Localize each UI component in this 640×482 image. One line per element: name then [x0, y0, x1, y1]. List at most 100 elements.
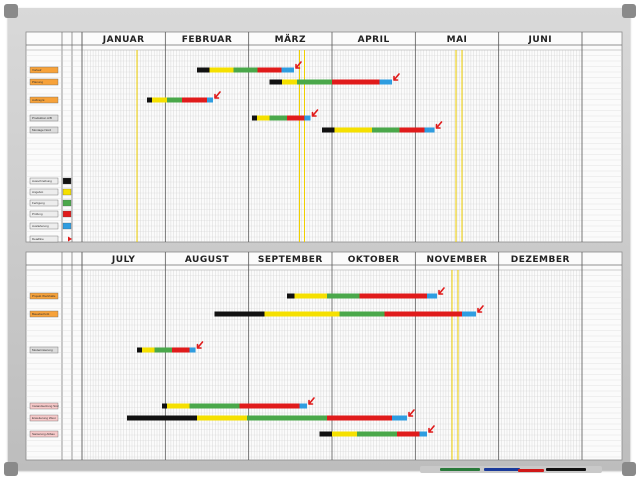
- task-bar-segment: [197, 415, 247, 421]
- task-bar-segment: [264, 311, 340, 317]
- task-bar-segment: [281, 67, 294, 73]
- task-bar-segment: [209, 67, 234, 73]
- row-label: Vorlauf: [32, 68, 42, 72]
- row-label: Planung: [32, 80, 43, 84]
- task-bar-segment: [197, 67, 210, 73]
- legend-swatch: [62, 177, 72, 185]
- task-bar-segment: [327, 293, 360, 299]
- task-bar-segment: [287, 115, 305, 121]
- task-bar-segment: [357, 431, 397, 437]
- task-bar-segment: [252, 115, 257, 121]
- row-label: Modernisierung: [32, 348, 53, 352]
- task-bar-segment: [379, 79, 392, 85]
- task-bar-segment: [189, 347, 196, 353]
- task-bar-segment: [384, 311, 462, 317]
- row-label-tag: [29, 78, 59, 86]
- task-bar-segment: [424, 127, 435, 133]
- task-bar-segment: [127, 415, 197, 421]
- task-bar-segment: [162, 403, 167, 409]
- whiteboard-marker[interactable]: [440, 468, 480, 471]
- task-bar-segment: [397, 431, 420, 437]
- task-bar-segment: [189, 403, 240, 409]
- month-label: FEBRUAR: [182, 35, 233, 45]
- task-bar-segment: [332, 79, 380, 85]
- row-label: Sanierung Altbau: [32, 432, 55, 436]
- task-bar-segment: [233, 67, 258, 73]
- task-bar-segment: [142, 347, 155, 353]
- legend-tag: [29, 210, 59, 218]
- row-label: Projekt Werkhalle: [32, 294, 56, 298]
- task-bar-segment: [319, 431, 332, 437]
- month-label: DEZEMBER: [511, 255, 570, 265]
- row-label-tag: [29, 430, 59, 438]
- task-bar-segment: [147, 97, 152, 103]
- row-label: Erweiterung West: [32, 416, 56, 420]
- row-label-tag: [29, 414, 59, 422]
- panel-1: [25, 31, 623, 243]
- row-label-tag: [29, 292, 59, 300]
- legend-label: Angebot: [32, 190, 43, 194]
- task-bar-segment: [167, 403, 190, 409]
- legend-swatch: [62, 210, 72, 218]
- month-label: SEPTEMBER: [258, 255, 323, 265]
- task-bar-segment: [257, 115, 270, 121]
- task-bar-segment: [214, 311, 265, 317]
- task-bar-segment: [372, 127, 400, 133]
- row-label: Bauabschnitt: [32, 312, 50, 316]
- deadline-arrow-icon: [408, 409, 415, 417]
- task-bar-segment: [239, 403, 300, 409]
- legend-tag: [29, 188, 59, 196]
- task-bar-segment: [207, 97, 213, 103]
- deadline-arrow-icon: [311, 109, 319, 117]
- task-bar-segment: [327, 415, 392, 421]
- task-bar-segment: [322, 127, 335, 133]
- deadline-arrow-icon: [196, 341, 204, 349]
- month-label: MAI: [447, 35, 468, 45]
- row-label-tag: [29, 66, 59, 74]
- task-bar-segment: [152, 97, 167, 103]
- legend-label: Ausschreibung: [32, 179, 52, 183]
- legend-label: Prüfung: [32, 212, 43, 216]
- task-bar-segment: [339, 311, 385, 317]
- row-label-tag: [29, 96, 59, 104]
- row-label-tag: [29, 126, 59, 134]
- month-label: OKTOBER: [348, 255, 400, 265]
- legend-label: Deadline: [32, 237, 44, 241]
- whiteboard-marker[interactable]: [518, 469, 544, 472]
- month-label: JUNI: [528, 35, 553, 45]
- legend-tag: [29, 235, 59, 243]
- task-bar-segment: [257, 67, 282, 73]
- frame-corner-top-right: [622, 4, 636, 18]
- whiteboard-marker[interactable]: [484, 468, 520, 471]
- task-bar-segment: [304, 115, 311, 121]
- frame-corner-top-left: [4, 4, 18, 18]
- frame-corner-bottom-left: [4, 462, 18, 476]
- frame-corner-bottom-right: [622, 462, 636, 476]
- task-bar-segment: [282, 79, 297, 85]
- row-label-tag: [29, 310, 59, 318]
- whiteboard-marker[interactable]: [546, 468, 586, 471]
- month-label: NOVEMBER: [427, 255, 488, 265]
- month-label: APRIL: [358, 35, 390, 45]
- task-bar-segment: [419, 431, 427, 437]
- task-bar-segment: [269, 115, 287, 121]
- row-label-tag: [29, 346, 59, 354]
- row-label-tag: [29, 114, 59, 122]
- month-label: JANUAR: [102, 35, 145, 45]
- legend-tag: [29, 177, 59, 185]
- row-label: Instandsetzung Süd: [32, 404, 59, 408]
- task-bar-segment: [269, 79, 282, 85]
- row-label: Montage Nord: [32, 128, 51, 132]
- legend-swatch: [62, 199, 72, 207]
- task-bar-segment: [182, 97, 207, 103]
- task-bar-segment: [137, 347, 142, 353]
- task-bar-segment: [462, 311, 476, 317]
- deadline-arrow-icon: [295, 61, 302, 69]
- legend-tag: [29, 222, 59, 230]
- legend-tag: [29, 199, 59, 207]
- deadline-arrow-icon: [308, 397, 315, 405]
- task-bar-segment: [427, 293, 437, 299]
- deadline-arrow-icon: [435, 121, 443, 129]
- row-label: Auftrag E: [32, 98, 45, 102]
